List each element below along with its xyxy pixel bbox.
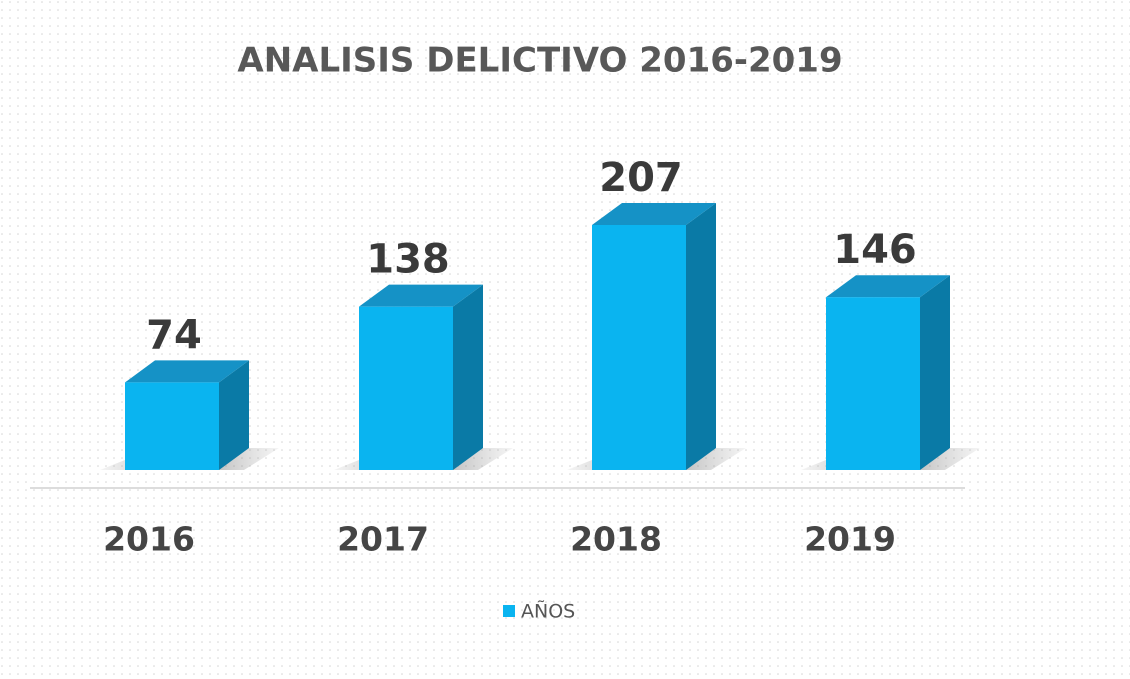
bar-side (453, 284, 483, 470)
chart-title: ANALISIS DELICTIVO 2016-2019 (237, 41, 842, 81)
bar-top (125, 360, 249, 383)
x-tick-label: 2016 (103, 520, 195, 559)
x-tick-label: 2017 (337, 520, 429, 559)
data-label: 74 (146, 312, 202, 358)
bar (592, 225, 686, 470)
bar (125, 382, 219, 470)
bar-top (592, 203, 716, 225)
x-tick-label: 2019 (804, 520, 896, 559)
bar-top (359, 284, 483, 307)
bar (359, 306, 453, 470)
data-label: 138 (366, 237, 450, 283)
data-label: 207 (599, 155, 683, 201)
legend-swatch (503, 605, 515, 617)
bar-side (686, 203, 716, 470)
bar (826, 297, 920, 470)
data-label: 146 (833, 227, 917, 273)
bar-top (826, 275, 950, 298)
legend-label: AÑOS (521, 600, 575, 623)
bar-side (920, 275, 950, 470)
bar-side (219, 360, 249, 470)
x-tick-label: 2018 (570, 520, 662, 559)
